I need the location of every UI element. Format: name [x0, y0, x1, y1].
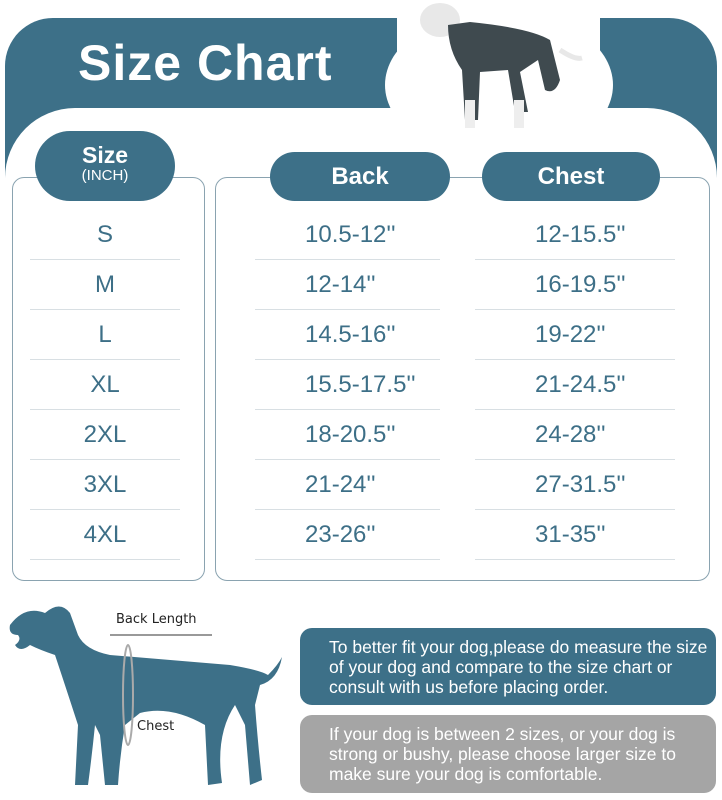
- row-divider: [255, 509, 440, 510]
- table-cell-back: 12-14'': [305, 271, 376, 298]
- back-header-pill: Back: [270, 152, 450, 201]
- row-divider: [30, 409, 180, 410]
- page-title: Size Chart: [78, 35, 333, 91]
- row-divider: [475, 309, 675, 310]
- row-divider: [255, 559, 440, 560]
- row-divider: [255, 409, 440, 410]
- row-divider: [30, 359, 180, 360]
- table-cell-size: M: [95, 271, 115, 298]
- dog-measurement-diagram: [9, 606, 283, 785]
- row-divider: [475, 259, 675, 260]
- row-divider: [475, 359, 675, 360]
- row-divider: [475, 559, 675, 560]
- chest-header-pill: Chest: [482, 152, 660, 201]
- row-divider: [30, 259, 180, 260]
- table-cell-size: L: [98, 321, 112, 348]
- row-divider: [475, 459, 675, 460]
- row-divider: [255, 259, 440, 260]
- back-length-label: Back Length: [116, 612, 197, 627]
- row-divider: [30, 309, 180, 310]
- unit-label: (INCH): [81, 167, 129, 184]
- size-header: Size: [81, 142, 129, 168]
- table-cell-size: S: [96, 221, 113, 248]
- table-cell-chest: 27-31.5'': [535, 471, 626, 498]
- table-cell-back: 10.5-12'': [305, 221, 396, 248]
- table-cell-size: 3XL: [83, 471, 127, 498]
- table-cell-back: 15.5-17.5'': [305, 371, 416, 398]
- table-cell-back: 14.5-16'': [305, 321, 396, 348]
- measurement-columns-box: [215, 177, 710, 581]
- row-divider: [255, 359, 440, 360]
- row-divider: [255, 309, 440, 310]
- size-column-box: [12, 177, 205, 581]
- table-cell-size: 4XL: [83, 521, 127, 548]
- table-cell-back: 18-20.5'': [305, 421, 396, 448]
- row-divider: [255, 459, 440, 460]
- row-divider: [30, 559, 180, 560]
- chest-label: Chest: [137, 719, 175, 734]
- table-cell-size: 2XL: [83, 421, 127, 448]
- row-divider: [475, 409, 675, 410]
- table-cell-back: 21-24'': [305, 471, 376, 498]
- table-cell-chest: 24-28'': [535, 421, 606, 448]
- size-header-pill: Size (INCH): [35, 131, 175, 201]
- size-choice-note: If your dog is between 2 sizes, or your …: [300, 715, 716, 793]
- table-cell-chest: 16-19.5'': [535, 271, 626, 298]
- row-divider: [30, 509, 180, 510]
- table-cell-chest: 19-22'': [535, 321, 606, 348]
- row-divider: [475, 509, 675, 510]
- row-divider: [30, 459, 180, 460]
- table-cell-chest: 12-15.5'': [535, 221, 626, 248]
- fit-advice-note: To better fit your dog,please do measure…: [300, 628, 716, 705]
- table-cell-chest: 31-35'': [535, 521, 606, 548]
- table-cell-size: XL: [90, 371, 120, 398]
- dog-coat-product-image: [420, 3, 583, 128]
- table-cell-chest: 21-24.5'': [535, 371, 626, 398]
- table-cell-back: 23-26'': [305, 521, 376, 548]
